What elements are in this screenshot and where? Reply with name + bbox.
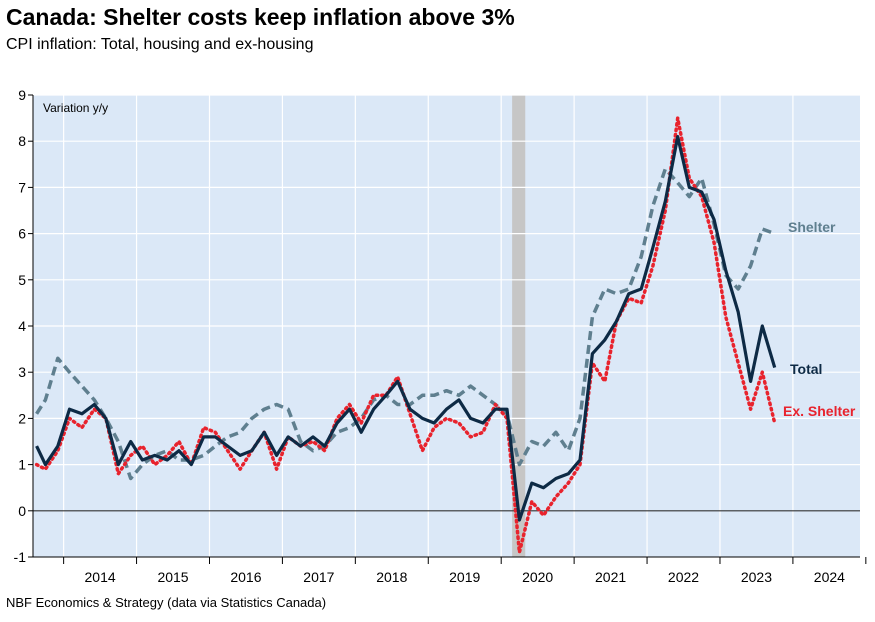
x-tick-label: 2020 [522, 569, 553, 585]
x-tick-label: 2023 [741, 569, 772, 585]
series-line-total [35, 135, 777, 522]
y-tick-label: 2 [18, 410, 26, 426]
chart-subtitle: CPI inflation: Total, housing and ex-hou… [6, 36, 314, 53]
y-tick-label: -1 [14, 549, 27, 565]
x-tick-label: 2015 [157, 569, 188, 585]
y-tick-label: 6 [18, 226, 26, 242]
x-tick-label: 2021 [595, 569, 626, 585]
series-label: Ex. Shelter [783, 403, 856, 419]
x-tick-label: 2017 [303, 569, 334, 585]
source-note: NBF Economics & Strategy (data via Stati… [6, 595, 327, 610]
series-label: Shelter [788, 219, 836, 235]
x-tick-label: 2014 [85, 569, 116, 585]
x-tick-label: 2016 [230, 569, 261, 585]
y-tick-label: 9 [18, 87, 26, 103]
y-tick-label: 4 [18, 318, 26, 334]
y-tick-label: 5 [18, 272, 26, 288]
series-label: Total [790, 361, 822, 377]
y-tick-label: 3 [18, 364, 26, 380]
x-tick-label: 2024 [814, 569, 845, 585]
y-tick-label: 8 [18, 133, 26, 149]
y-tick-label: 7 [18, 179, 26, 195]
y-tick-label: 0 [18, 503, 26, 519]
y-unit-label: Variation y/y [43, 101, 108, 115]
chart-title: Canada: Shelter costs keep inflation abo… [6, 4, 515, 30]
x-tick-label: 2018 [376, 569, 407, 585]
y-tick-label: 1 [18, 457, 26, 473]
x-tick-label: 2022 [668, 569, 699, 585]
x-tick-label: 2019 [449, 569, 480, 585]
